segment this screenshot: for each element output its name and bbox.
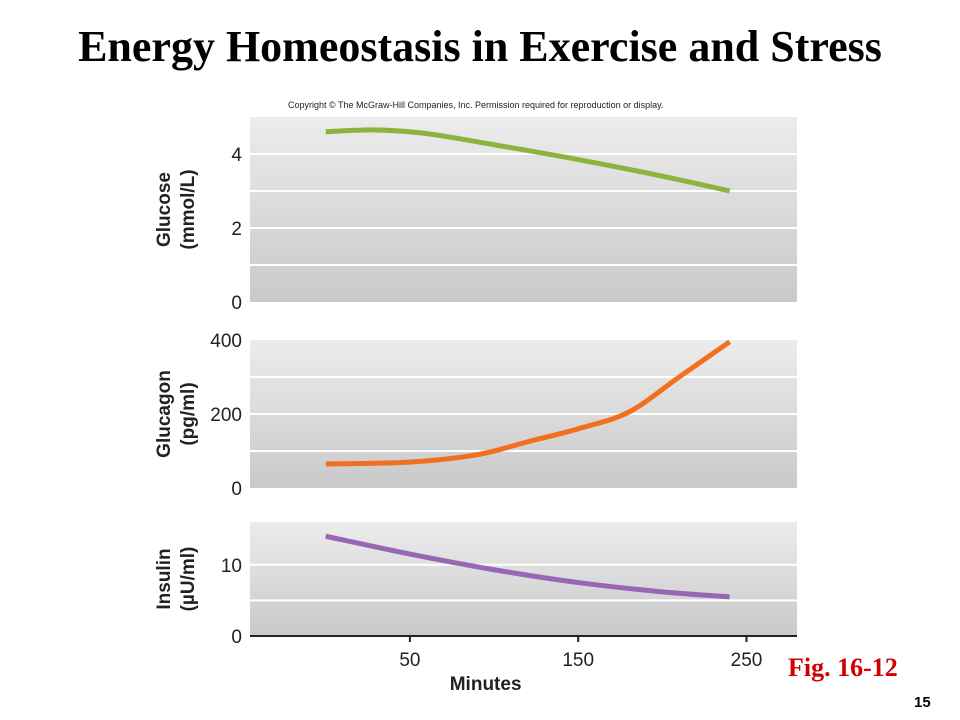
y-tick-label: 10 <box>221 556 242 577</box>
x-axis-label: Minutes <box>450 674 522 695</box>
y-tick-label: 400 <box>210 331 242 352</box>
copyright-notice: Copyright © The McGraw-Hill Companies, I… <box>288 100 664 110</box>
y-axis-label: (µU/ml) <box>178 547 199 612</box>
x-tick-label: 250 <box>731 650 763 671</box>
y-axis-label: (mmol/L) <box>178 169 199 249</box>
x-tick-label: 50 <box>399 650 420 671</box>
plot-background <box>250 117 797 302</box>
slide-title: Energy Homeostasis in Exercise and Stres… <box>78 22 882 71</box>
series-line <box>325 339 732 467</box>
y-tick-label: 0 <box>231 293 242 314</box>
y-axis-label: (pg/ml) <box>178 382 199 445</box>
series-line <box>325 127 731 194</box>
y-tick-label: 0 <box>231 479 242 500</box>
figure-label: Fig. 16-12 <box>788 653 898 682</box>
y-axis-label: Glucagon <box>154 370 175 458</box>
y-tick-label: 4 <box>231 145 242 166</box>
y-tick-label: 0 <box>231 627 242 648</box>
page-number: 15 <box>914 694 931 711</box>
y-axis-label: Insulin <box>154 548 175 609</box>
y-axis-label: Glucose <box>154 172 175 247</box>
series-line <box>325 533 730 600</box>
y-tick-label: 2 <box>231 219 242 240</box>
x-tick-label: 150 <box>562 650 594 671</box>
y-tick-label: 200 <box>210 405 242 426</box>
